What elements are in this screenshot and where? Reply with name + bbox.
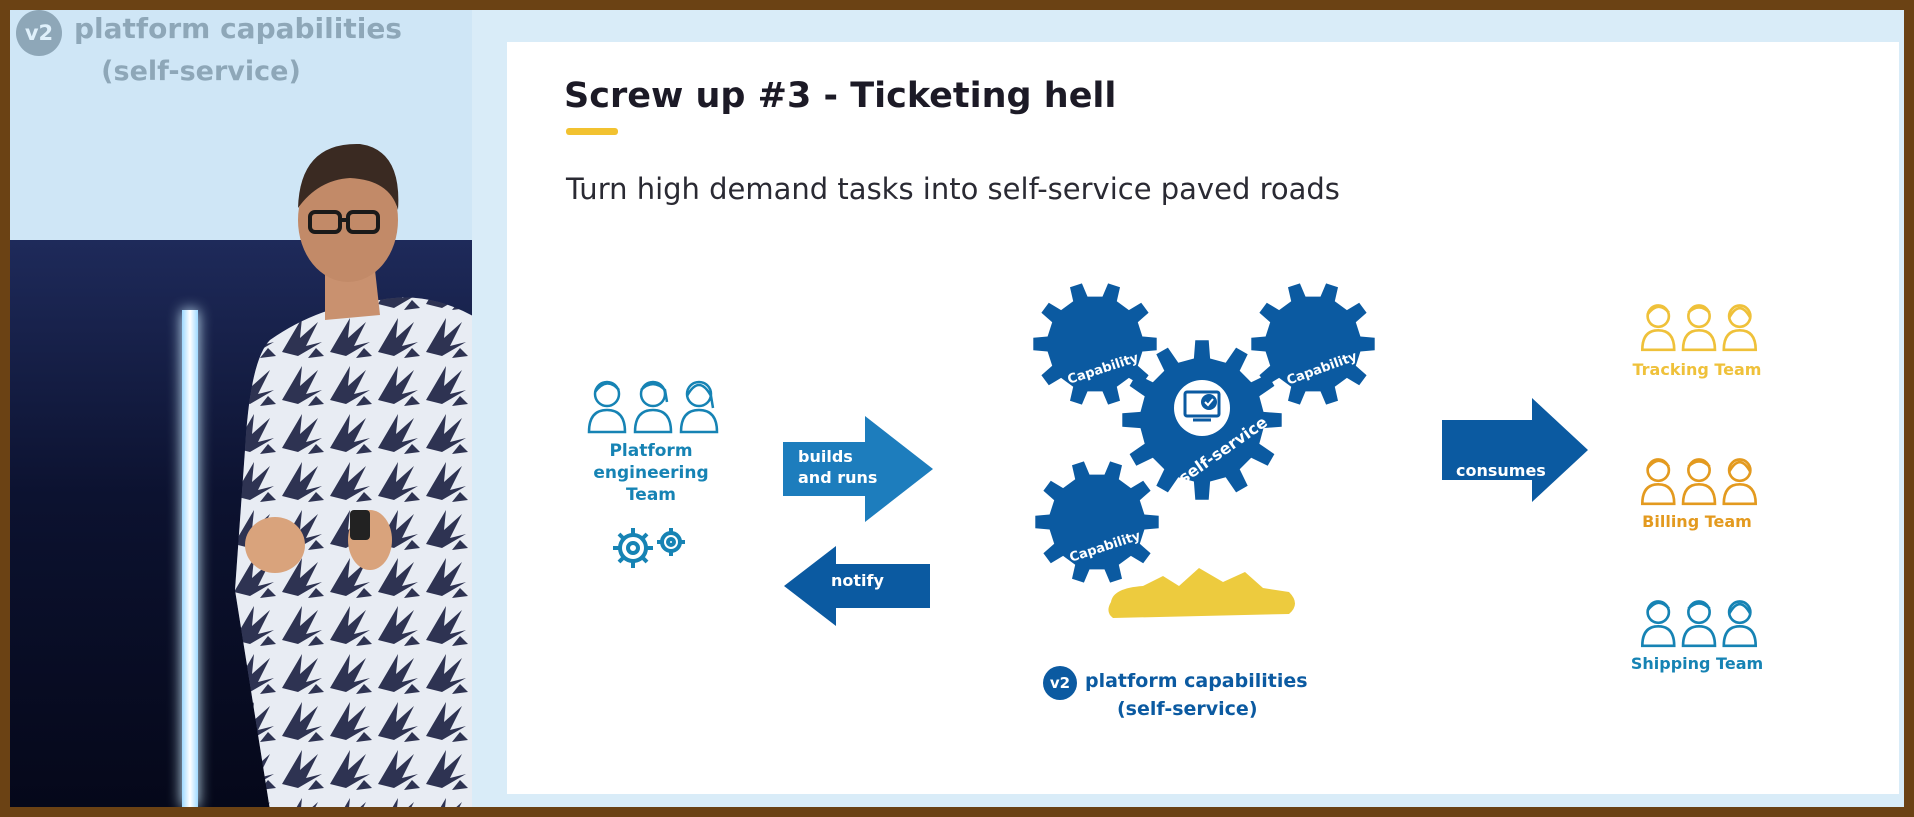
builds-and-runs-label: builds and runs <box>798 446 898 488</box>
caption-title: platform capabilities <box>1085 670 1308 692</box>
monitor-check-icon <box>1174 380 1230 436</box>
camera-echo-subtitle: (self-service) <box>101 56 301 87</box>
notify-arrow <box>784 546 930 626</box>
platform-team-label: Platform engineering Team <box>581 440 721 506</box>
camera-echo-title: platform capabilities <box>74 12 402 45</box>
builds-and-runs-arrow <box>783 416 933 522</box>
caption-subtitle: (self-service) <box>1117 698 1258 720</box>
shipping-team-label: Shipping Team <box>1630 654 1764 673</box>
builds-label-line-2: and runs <box>798 468 878 487</box>
presentation-slide: Screw up #3 - Ticketing hell Turn high d… <box>507 42 1899 794</box>
builds-label-line-1: builds <box>798 447 853 466</box>
consumes-arrow <box>1442 398 1588 502</box>
self-service-gear: self-service <box>1122 340 1282 500</box>
slide-subtitle: Turn high demand tasks into self-service… <box>566 172 1340 206</box>
speaker-figure <box>235 143 472 807</box>
billing-team-people-icon <box>1640 458 1758 506</box>
yellow-paint-blob <box>1108 568 1295 618</box>
tracking-team-label: Tracking Team <box>1632 360 1762 379</box>
capability-gears-cluster: Capability CapabilityCapabilityself-servi… <box>1033 283 1375 583</box>
platform-team-label-line-3: Team <box>625 485 677 505</box>
shipping-team-people-icon <box>1640 600 1758 648</box>
billing-team-label: Billing Team <box>1642 512 1752 531</box>
tracking-team-people-icon <box>1640 304 1758 352</box>
v2-badge: v2 <box>1043 666 1077 700</box>
speaker-camera-feed: v2 platform capabilities (self-service) <box>10 10 472 807</box>
platform-team-label-line-1: Platform <box>609 441 693 461</box>
platform-team-people-icon <box>587 380 719 434</box>
notify-label: notify <box>831 571 884 590</box>
slide-title: Screw up #3 - Ticketing hell <box>564 76 1117 116</box>
stage-light-strip <box>182 310 198 807</box>
small-gears-icon <box>613 528 685 568</box>
platform-team-label-line-2: engineering <box>593 463 709 483</box>
consumes-label: consumes <box>1456 461 1546 480</box>
title-underline <box>566 128 618 135</box>
camera-echo-v2-badge: v2 <box>16 10 62 56</box>
capability-gear-bottom-left: Capability <box>1035 461 1159 583</box>
